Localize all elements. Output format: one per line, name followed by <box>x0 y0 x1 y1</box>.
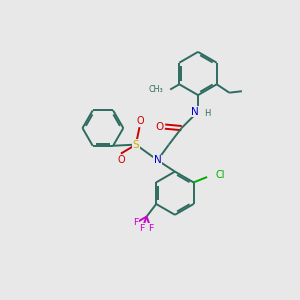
Text: CH₃: CH₃ <box>149 85 164 94</box>
Text: O: O <box>155 122 164 132</box>
Text: Cl: Cl <box>215 170 225 181</box>
Text: N: N <box>154 155 161 165</box>
Text: F: F <box>133 218 138 227</box>
Text: N: N <box>190 106 198 117</box>
Text: S: S <box>133 140 139 150</box>
Text: F: F <box>148 224 154 233</box>
Text: O: O <box>117 155 125 165</box>
Text: F: F <box>140 224 145 233</box>
Text: H: H <box>205 109 211 118</box>
Text: O: O <box>136 116 144 126</box>
